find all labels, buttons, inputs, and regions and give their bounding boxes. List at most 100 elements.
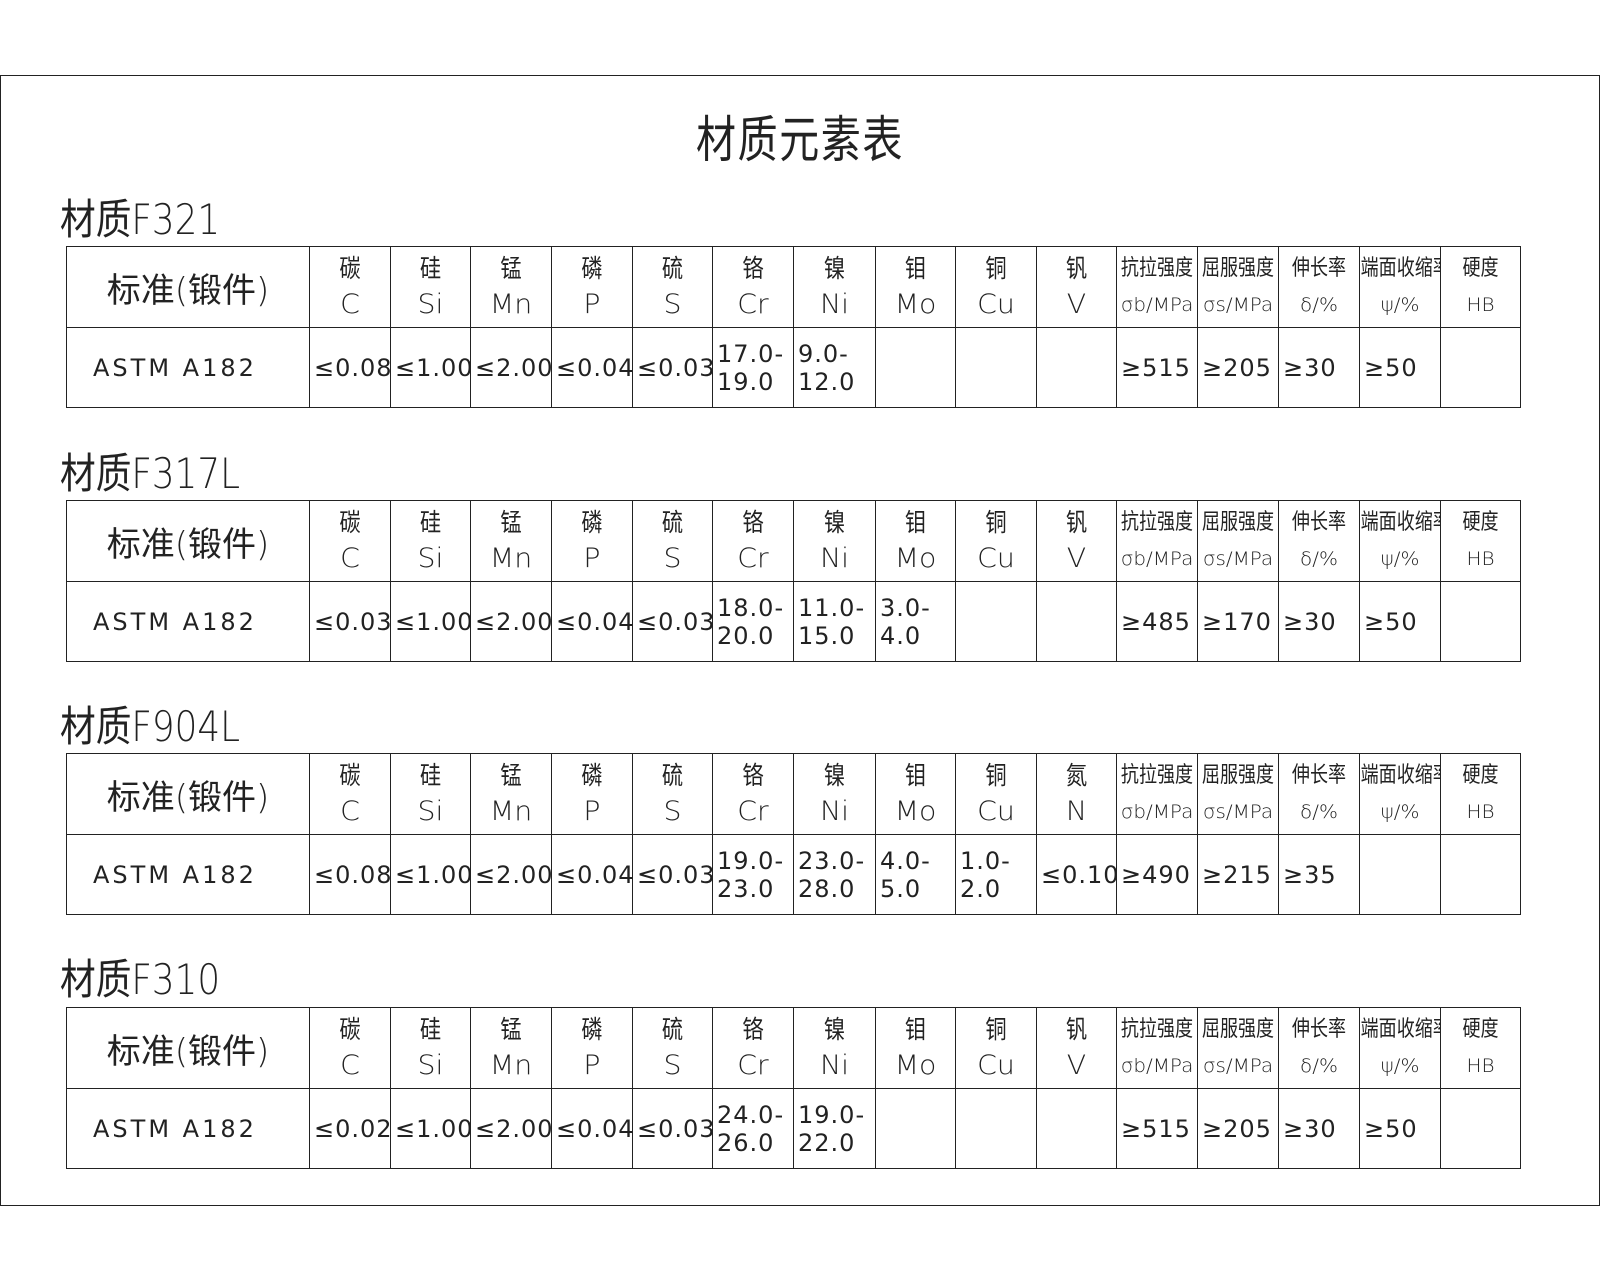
value-cell: ≥215	[1197, 834, 1279, 915]
header-symbol: ψ/%	[1380, 801, 1420, 823]
header-symbol: δ/%	[1300, 548, 1338, 570]
material-label: 材质F317L	[60, 449, 240, 498]
header-cn: 硅	[419, 1015, 442, 1044]
header-cn: 屈服强度	[1201, 1017, 1275, 1042]
header-symbol: HB	[1466, 1055, 1495, 1077]
header-symbol: Si	[417, 1050, 444, 1081]
value-cell	[875, 327, 956, 408]
value-cell: ≥205	[1197, 327, 1279, 408]
value-cell: 24.0- 26.0	[712, 1088, 794, 1169]
header-cell: 端面收缩率 ψ/%	[1359, 1007, 1441, 1089]
standard-cell: ASTM A182	[66, 327, 310, 408]
header-symbol: Cr	[737, 289, 769, 320]
header-symbol: Cr	[737, 1050, 769, 1081]
header-symbol: ψ/%	[1380, 548, 1420, 570]
header-cell: 抗拉强度 σb/MPa	[1116, 1007, 1198, 1089]
material-table: 标准(锻件) 碳 C 硅 Si 锰 Mn 磷 P 硫 S 铬 Cr 镍 Ni 钼 Mo 铜 Cu 钒 V 抗拉强度 σb/M…	[66, 1007, 1521, 1169]
header-cn: 钒	[1065, 1015, 1088, 1044]
header-cn: 锰	[500, 508, 522, 537]
header-cell: 硬度 HB	[1440, 500, 1521, 582]
header-cell: 铬 Cr	[712, 500, 794, 582]
header-symbol: Mn	[489, 1050, 533, 1081]
header-row: 标准(锻件) 碳 C 硅 Si 锰 Mn 磷 P 硫 S 铬 Cr 镍 Ni 钼 Mo 铜 Cu 钒 V 抗拉强度 σb/M…	[66, 1007, 1521, 1089]
header-symbol: σs/MPa	[1202, 294, 1274, 316]
header-symbol: σs/MPa	[1202, 548, 1274, 570]
value-cell: ≤1.00	[390, 327, 471, 408]
header-symbol: V	[1066, 289, 1087, 320]
value-cell: 23.0- 28.0	[793, 834, 876, 915]
header-cell: 抗拉强度 σb/MPa	[1116, 246, 1198, 328]
header-cell: 端面收缩率 ψ/%	[1359, 500, 1441, 582]
header-symbol: δ/%	[1300, 801, 1338, 823]
value-cell: ≥30	[1278, 1088, 1360, 1169]
header-symbol: C	[340, 289, 360, 320]
header-cell: 屈服强度 σs/MPa	[1197, 246, 1279, 328]
header-cell: 镍 Ni	[793, 753, 876, 835]
header-cn: 钼	[904, 761, 927, 790]
header-cn: 硫	[661, 254, 684, 283]
header-symbol: S	[663, 796, 682, 827]
header-cn: 端面收缩率	[1360, 763, 1440, 788]
header-cell: 硬度 HB	[1440, 1007, 1521, 1089]
header-cn: 铜	[985, 1015, 1007, 1044]
material-table: 标准(锻件) 碳 C 硅 Si 锰 Mn 磷 P 硫 S 铬 Cr 镍 Ni 钼 Mo 铜 Cu 钒 V 抗拉强度 σb/M…	[66, 500, 1521, 662]
header-cn: 磷	[581, 1015, 603, 1044]
value-cell	[955, 1088, 1037, 1169]
header-cn: 铬	[742, 254, 764, 283]
value-cell: ≤0.045	[551, 327, 633, 408]
header-cell: 伸长率 δ/%	[1278, 500, 1360, 582]
header-cn: 伸长率	[1291, 763, 1347, 788]
header-cell: 硅 Si	[390, 246, 471, 328]
standard-header: 标准(锻件)	[66, 1007, 310, 1089]
value-cell	[1359, 834, 1441, 915]
value-cell: 4.0- 5.0	[875, 834, 956, 915]
header-symbol: S	[663, 1050, 682, 1081]
header-cell: 硬度 HB	[1440, 246, 1521, 328]
header-symbol: ψ/%	[1380, 1055, 1420, 1077]
value-cell	[1440, 327, 1521, 408]
header-symbol: Mn	[489, 543, 533, 574]
header-symbol: σs/MPa	[1202, 1055, 1274, 1077]
header-cn: 镍	[823, 254, 846, 283]
header-symbol: δ/%	[1300, 294, 1338, 316]
value-cell: ≥205	[1197, 1088, 1279, 1169]
header-cn: 硬度	[1462, 1017, 1499, 1042]
header-cn: 镍	[823, 508, 846, 537]
value-cell: ≤0.08	[309, 327, 391, 408]
material-label: 材质F904L	[60, 702, 240, 751]
header-cn: 端面收缩率	[1360, 1017, 1440, 1042]
value-cell: ≤0.030	[632, 834, 713, 915]
header-cell: 端面收缩率 ψ/%	[1359, 246, 1441, 328]
value-cell: ≥515	[1116, 1088, 1198, 1169]
value-cell: ≤2.00	[470, 327, 552, 408]
header-symbol: P	[583, 1050, 601, 1081]
value-cell: ≤0.030	[632, 327, 713, 408]
header-symbol: HB	[1466, 294, 1495, 316]
header-cell: 铬 Cr	[712, 246, 794, 328]
header-cn: 锰	[500, 761, 522, 790]
header-symbol: Cu	[977, 289, 1015, 320]
value-cell: 3.0- 4.0	[875, 581, 956, 662]
header-cell: 硅 Si	[390, 500, 471, 582]
material-table: 标准(锻件) 碳 C 硅 Si 锰 Mn 磷 P 硫 S 铬 Cr 镍 Ni 钼 Mo 铜 Cu 钒 V 抗拉强度 σb/M…	[66, 246, 1521, 408]
header-cn: 铬	[742, 1015, 764, 1044]
standard-header: 标准(锻件)	[66, 500, 310, 582]
value-cell: ≤0.025	[309, 1088, 391, 1169]
header-cell: 硅 Si	[390, 1007, 471, 1089]
header-cell: 屈服强度 σs/MPa	[1197, 1007, 1279, 1089]
value-cell	[1036, 327, 1117, 408]
header-cell: 抗拉强度 σb/MPa	[1116, 753, 1198, 835]
header-cell: 镍 Ni	[793, 1007, 876, 1089]
header-cn: 铜	[985, 254, 1007, 283]
header-symbol: V	[1066, 543, 1087, 574]
header-symbol: Ni	[819, 1050, 850, 1081]
header-row: 标准(锻件) 碳 C 硅 Si 锰 Mn 磷 P 硫 S 铬 Cr 镍 Ni 钼 Mo 铜 Cu 氮 N 抗拉强度 σb/M…	[66, 753, 1521, 835]
data-row: ASTM A182≤0.08≤1.00≤2.00≤0.040≤0.03019.0…	[66, 834, 1521, 915]
header-cell: 抗拉强度 σb/MPa	[1116, 500, 1198, 582]
header-symbol: Cu	[977, 796, 1015, 827]
standard-cell: ASTM A182	[66, 834, 310, 915]
